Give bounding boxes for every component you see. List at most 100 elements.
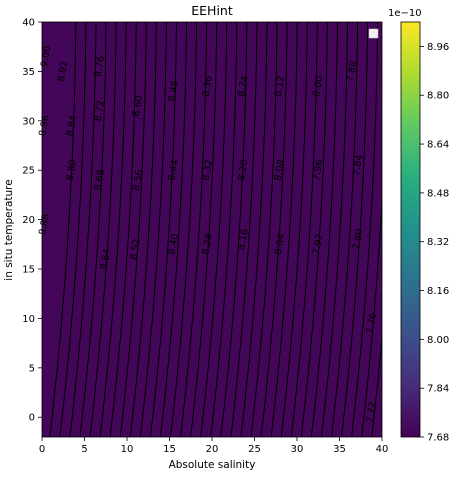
colorbar-tick-label: 8.00 — [427, 335, 449, 346]
y-tick-label: 35 — [22, 67, 35, 78]
contour-line — [149, 22, 177, 437]
x-tick-label: 5 — [81, 444, 87, 455]
contour-label: 8.88 — [37, 213, 52, 236]
contour-lines — [49, 22, 382, 437]
contour-label: 8.60 — [131, 95, 146, 118]
contour-line — [240, 22, 268, 437]
y-tick-label: 15 — [22, 265, 35, 276]
contour-line — [89, 22, 117, 437]
contour-label: 8.68 — [93, 169, 108, 192]
contour-label: 8.84 — [64, 114, 79, 137]
contour-line — [109, 22, 137, 437]
contour-fill — [42, 22, 382, 437]
x-tick-label: 15 — [163, 444, 176, 455]
contour-label: 8.36 — [200, 75, 215, 98]
contour-label: 8.16 — [236, 228, 251, 251]
y-tick-label: 0 — [29, 413, 35, 424]
contour-label: 8.56 — [131, 169, 146, 192]
x-tick-label: 20 — [206, 444, 219, 455]
contour-label: 8.64 — [98, 248, 113, 271]
contour-line — [361, 190, 382, 437]
x-tick-label: 0 — [39, 444, 45, 455]
y-tick-label: 40 — [22, 18, 35, 29]
contour-label: 8.04 — [273, 233, 288, 256]
x-axis: 0 5 10 15 20 25 30 35 40 — [39, 437, 389, 455]
y-tick-label: 30 — [22, 116, 35, 127]
contour-line — [180, 22, 208, 437]
contour-label: 8.76 — [93, 55, 108, 78]
contour-line — [59, 22, 87, 437]
contour-line — [270, 22, 298, 437]
contour-label: 8.20 — [236, 159, 251, 182]
contour-line — [79, 22, 107, 437]
contour-line — [159, 22, 187, 437]
contour-label: 8.48 — [166, 80, 181, 103]
y-axis: 0 5 10 15 20 25 30 35 40 — [22, 18, 42, 424]
y-tick-label: 5 — [29, 363, 35, 374]
contour-label: 7.80 — [351, 228, 366, 251]
contour-labels: 9.008.92 8.84 8.80 8.96 8.88 8.76 8.72 8.68 8.64… — [37, 45, 379, 423]
contour-line — [210, 22, 238, 437]
contour-line — [170, 22, 198, 437]
colorbar-multiplier: 1e−10 — [388, 8, 422, 19]
contour-line — [129, 22, 157, 437]
contour-line — [119, 22, 147, 437]
contour-line — [230, 22, 258, 437]
contour-band — [42, 22, 382, 437]
y-tick-label: 25 — [22, 166, 35, 177]
contour-label: 8.00 — [311, 75, 326, 98]
contour-label: 8.80 — [64, 159, 79, 182]
colorbar-tick-label: 8.48 — [427, 188, 449, 199]
chart-title: EEHint — [191, 3, 233, 18]
contour-label: 7.88 — [345, 60, 360, 83]
contour-label: 8.32 — [200, 159, 215, 182]
contour-label: 8.08 — [273, 159, 288, 182]
contour-line — [371, 332, 382, 437]
y-tick-label: 10 — [22, 314, 35, 325]
x-tick-label: 25 — [248, 444, 261, 455]
contour-label: 8.92 — [56, 60, 71, 83]
y-tick-label: 20 — [22, 215, 35, 226]
contour-label: 8.12 — [273, 75, 288, 98]
contour-line — [139, 22, 167, 437]
contour-line — [320, 22, 348, 437]
x-axis-label: Absolute salinity — [169, 459, 256, 471]
colorbar-tick-label: 7.68 — [427, 433, 449, 444]
y-axis-label: in situ temperature — [3, 179, 15, 280]
contour-line — [341, 22, 369, 437]
contour-label: 7.84 — [351, 154, 366, 177]
colorbar-tick-label: 8.32 — [427, 237, 449, 248]
contour-line — [351, 22, 379, 437]
contour-line — [290, 22, 318, 437]
colorbar-tick-label: 8.96 — [427, 42, 449, 53]
x-tick-label: 35 — [333, 444, 346, 455]
contour-line — [280, 22, 308, 437]
contour-line — [99, 22, 127, 437]
contour-label: 7.72 — [365, 401, 380, 424]
contour-line — [260, 22, 288, 437]
contour-line — [310, 22, 338, 437]
x-tick-label: 40 — [376, 444, 389, 455]
contour-line — [250, 22, 278, 437]
contour-line — [200, 22, 228, 437]
contour-label: 8.96 — [37, 114, 52, 137]
contour-line — [220, 22, 248, 437]
contour-line — [300, 22, 328, 437]
contour-label: 7.96 — [311, 159, 326, 182]
contour-label: 7.92 — [311, 233, 326, 256]
colorbar-tick-label: 8.80 — [427, 91, 449, 102]
contour-line — [190, 22, 218, 437]
contour-line — [69, 22, 97, 437]
colorbar-ticks: 7.68 7.84 8.00 8.16 8.32 8.48 8.64 8.80 8.96 — [420, 42, 449, 444]
colorbar — [400, 21, 421, 438]
x-tick-label: 30 — [291, 444, 304, 455]
contour-label: 8.24 — [236, 75, 251, 98]
colorbar-tick-label: 8.16 — [427, 286, 449, 297]
contour-label: 8.28 — [200, 233, 215, 256]
colorbar-tick-label: 7.84 — [427, 384, 449, 395]
legend-marker — [368, 28, 379, 39]
contour-label: 8.44 — [166, 159, 181, 182]
x-tick-label: 10 — [121, 444, 134, 455]
contour-label: 8.40 — [166, 233, 181, 256]
